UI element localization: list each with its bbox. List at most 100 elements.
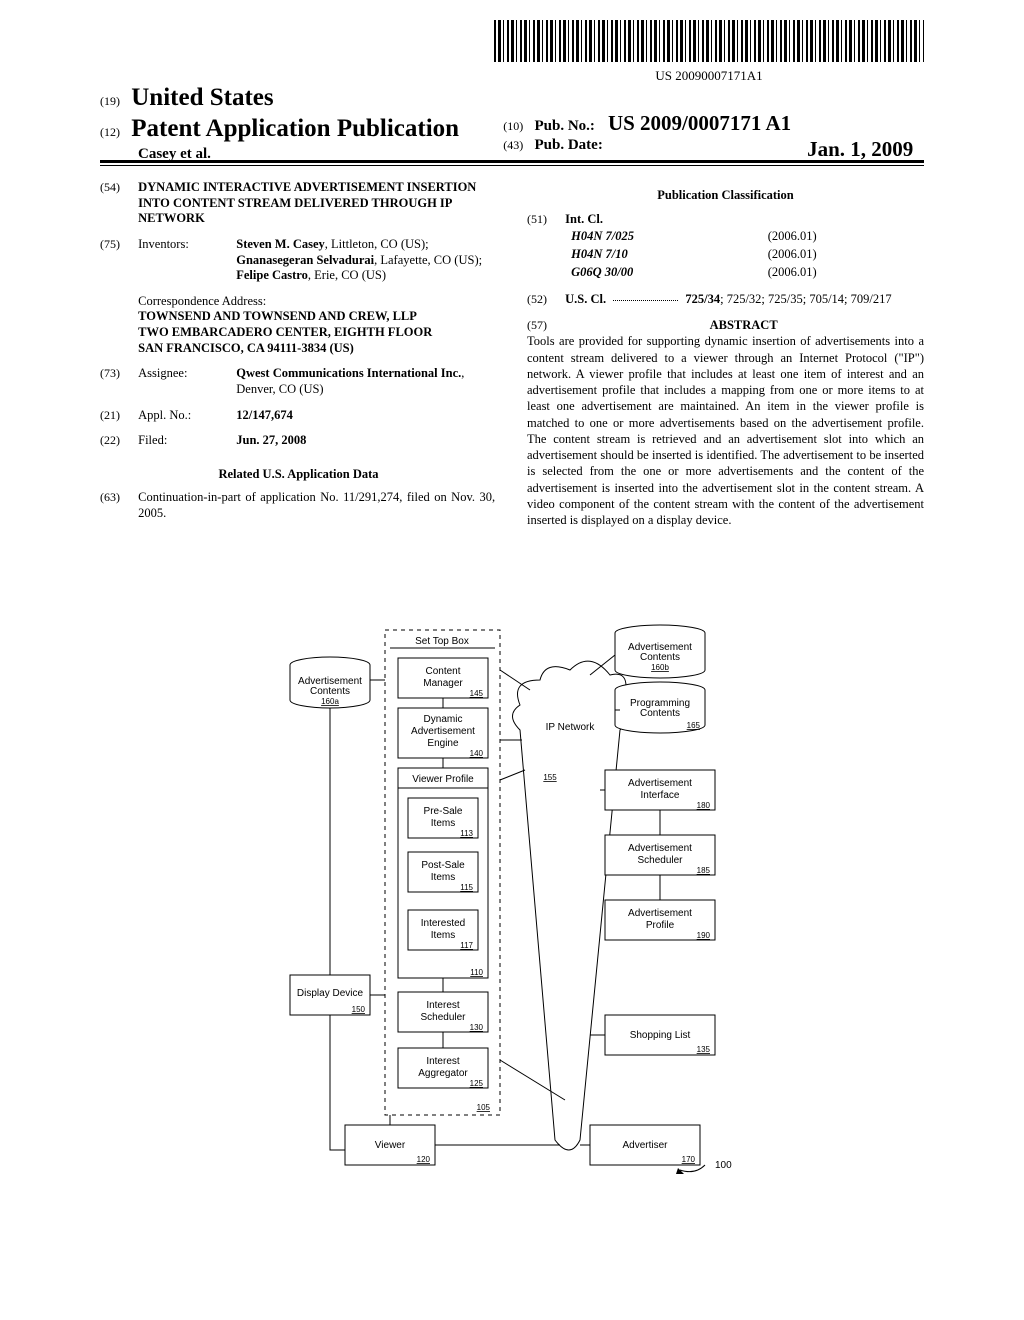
inventors-text: Steven M. Casey, Littleton, CO (US); Gna…: [236, 237, 493, 284]
svg-text:Advertiser: Advertiser: [622, 1140, 668, 1151]
svg-text:Interface: Interface: [641, 790, 680, 801]
code-21: (21): [100, 408, 135, 423]
svg-text:Viewer: Viewer: [375, 1140, 406, 1151]
svg-text:Advertisement: Advertisement: [411, 726, 475, 737]
svg-text:150: 150: [352, 1005, 366, 1014]
svg-text:Profile: Profile: [646, 920, 675, 931]
svg-text:160a: 160a: [321, 697, 339, 706]
right-column: Publication Classification (51) Int. Cl.…: [527, 180, 924, 528]
svg-text:120: 120: [417, 1155, 431, 1164]
svg-text:180: 180: [697, 801, 711, 810]
code-75: (75): [100, 237, 135, 252]
svg-text:Contents: Contents: [640, 708, 680, 719]
svg-text:Advertisement: Advertisement: [628, 843, 692, 854]
dots-leader: [613, 300, 678, 301]
header-rule: [100, 160, 924, 166]
svg-text:Items: Items: [431, 930, 455, 941]
abstract-heading: ABSTRACT: [710, 318, 778, 332]
correspondence-line2: TWO EMBARCADERO CENTER, EIGHTH FLOOR: [138, 325, 432, 339]
svg-text:Content: Content: [425, 666, 460, 677]
doc-type-title: Patent Application Publication: [131, 115, 459, 142]
code-51: (51): [527, 212, 562, 227]
svg-text:110: 110: [470, 968, 483, 977]
code-19: (19): [100, 94, 128, 109]
body-columns: (54) DYNAMIC INTERACTIVE ADVERTISEMENT I…: [100, 180, 924, 528]
svg-text:100: 100: [715, 1160, 732, 1171]
filed-value: Jun. 27, 2008: [236, 433, 306, 447]
svg-text:Dynamic: Dynamic: [424, 714, 463, 725]
svg-text:IP Network: IP Network: [546, 722, 596, 733]
uscl-value: 725/34: [685, 292, 720, 306]
pub-class-heading: Publication Classification: [527, 188, 924, 204]
assignee-text: Qwest Communications International Inc.,…: [236, 366, 493, 397]
svg-text:145: 145: [470, 689, 484, 698]
header-right: (10) Pub. No.: US 2009/0007171 A1 (43) P…: [503, 110, 913, 163]
code-43: (43): [503, 138, 531, 153]
figure-1: Set Top Box 105 Advertisement Contents 1…: [100, 620, 924, 1200]
svg-text:Viewer Profile: Viewer Profile: [412, 774, 474, 785]
svg-text:Advertisement: Advertisement: [628, 778, 692, 789]
country-title: United States: [131, 84, 273, 111]
correspondence-line3: SAN FRANCISCO, CA 94111-3834 (US): [138, 341, 354, 355]
svg-text:125: 125: [470, 1079, 484, 1088]
svg-text:117: 117: [460, 941, 473, 950]
code-10: (10): [503, 119, 531, 134]
svg-text:Contents: Contents: [310, 686, 350, 697]
applno-label: Appl. No.:: [138, 408, 233, 424]
svg-text:Manager: Manager: [423, 678, 463, 689]
uscl-label: U.S. Cl.: [565, 292, 606, 306]
patent-front-page: US 20090007171A1 (19) United States (12)…: [0, 0, 1024, 1320]
svg-text:Display Device: Display Device: [297, 988, 364, 999]
svg-text:113: 113: [460, 829, 473, 838]
pubno-value: US 2009/0007171 A1: [608, 111, 791, 135]
intcl-row: H04N 7/025(2006.01): [567, 229, 920, 245]
pubdate-value: Jan. 1, 2009: [807, 136, 913, 162]
code-73: (73): [100, 366, 135, 381]
svg-text:Post-Sale: Post-Sale: [421, 860, 465, 871]
barcode-icon: [494, 20, 924, 62]
left-column: (54) DYNAMIC INTERACTIVE ADVERTISEMENT I…: [100, 180, 497, 528]
svg-text:135: 135: [697, 1045, 711, 1054]
correspondence-label: Correspondence Address:: [138, 294, 495, 310]
assignee-label: Assignee:: [138, 366, 233, 382]
invention-title: DYNAMIC INTERACTIVE ADVERTISEMENT INSERT…: [138, 180, 495, 227]
code-63: (63): [100, 490, 135, 505]
svg-text:Interest: Interest: [426, 1000, 460, 1011]
svg-text:160b: 160b: [651, 663, 669, 672]
svg-text:Interest: Interest: [426, 1056, 460, 1067]
svg-text:Engine: Engine: [427, 738, 459, 749]
svg-text:140: 140: [470, 749, 484, 758]
correspondence-line1: TOWNSEND AND TOWNSEND AND CREW, LLP: [138, 309, 417, 323]
svg-text:185: 185: [697, 866, 711, 875]
header-row: (19) United States (12) Patent Applicati…: [100, 82, 924, 163]
related-heading: Related U.S. Application Data: [100, 467, 497, 483]
svg-text:Aggregator: Aggregator: [418, 1068, 468, 1079]
pubdate-label: Pub. Date:: [535, 137, 603, 153]
header-left: (19) United States (12) Patent Applicati…: [100, 82, 500, 163]
svg-text:Items: Items: [431, 872, 455, 883]
code-52: (52): [527, 292, 562, 307]
svg-text:Advertisement: Advertisement: [628, 908, 692, 919]
svg-text:Interested: Interested: [421, 918, 465, 929]
intcl-label: Int. Cl.: [565, 212, 603, 226]
code-57: (57): [527, 318, 562, 333]
applno-value: 12/147,674: [236, 408, 293, 422]
barcode-area: US 20090007171A1: [494, 20, 924, 85]
svg-text:Scheduler: Scheduler: [637, 855, 683, 866]
intcl-row: H04N 7/10(2006.01): [567, 247, 920, 263]
svg-text:155: 155: [543, 773, 557, 782]
svg-text:170: 170: [682, 1155, 696, 1164]
pubno-label: Pub. No.:: [535, 118, 595, 134]
abstract-text: Tools are provided for supporting dynami…: [527, 333, 924, 528]
filed-label: Filed:: [138, 433, 233, 449]
svg-text:190: 190: [697, 931, 711, 940]
svg-text:Contents: Contents: [640, 652, 680, 663]
svg-text:165: 165: [687, 721, 701, 730]
svg-text:Set Top Box: Set Top Box: [415, 636, 469, 647]
svg-text:Shopping List: Shopping List: [630, 1030, 691, 1041]
svg-text:Scheduler: Scheduler: [420, 1012, 466, 1023]
intcl-row: G06Q 30/00(2006.01): [567, 265, 920, 281]
intcl-table: H04N 7/025(2006.01) H04N 7/10(2006.01) G…: [565, 227, 922, 282]
svg-text:Pre-Sale: Pre-Sale: [424, 806, 463, 817]
continuation-text: Continuation-in-part of application No. …: [138, 490, 495, 521]
